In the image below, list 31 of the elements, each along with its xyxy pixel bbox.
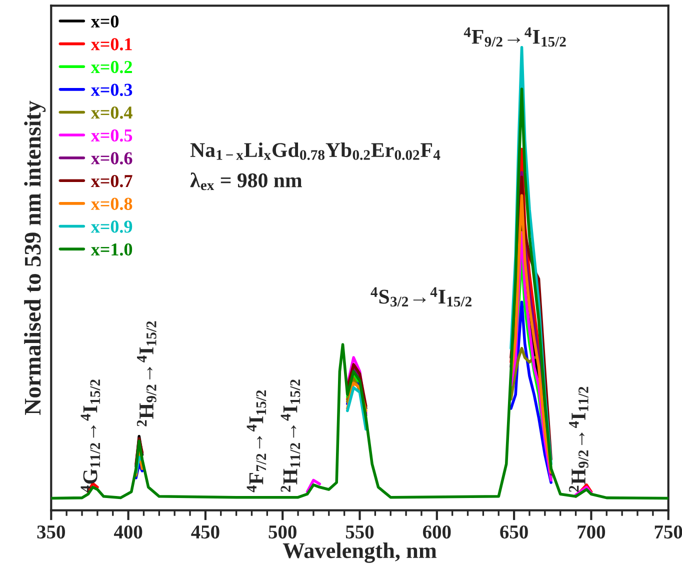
legend-label: x=0.1 [90, 38, 132, 50]
x-axis-title: Wavelength, nm [282, 542, 437, 563]
legend-label: x=0.4 [90, 106, 132, 119]
legend-label: x=0.3 [90, 84, 132, 96]
legend-label: x=0.2 [90, 60, 132, 74]
x-tick-label: 400 [114, 525, 142, 539]
annotation: $^{4}$F$_{7/2}$→$^{4}$I$_{15/2}$ [246, 390, 266, 492]
legend-label: x=0.9 [90, 220, 132, 233]
legend-label: x=0 [90, 15, 119, 28]
x-tick-label: 600 [422, 525, 451, 539]
legend-label: x=0.6 [90, 152, 132, 164]
annotation: $^{2}$H$_{11/2}$→$^{4}$I$_{15/2}$ [280, 380, 300, 492]
legend-label: x=0.7 [90, 174, 132, 188]
x-tick-label: 500 [268, 525, 296, 539]
text: Na$_{1−x}$Li$_{x}$Gd$_{0.78}$Yb$_{0.2}$Er$_{0.02}$F$_{4}$ [190, 142, 440, 160]
x-tick-label: 750 [654, 525, 682, 539]
x-tick-label: 450 [191, 525, 220, 539]
x-tick-label: 550 [346, 525, 374, 539]
annotation: $^{2}$H$_{9/2}$→$^{4}$I$_{15/2}$ [136, 321, 156, 426]
annotation: $^{4}$F$_{9/2}$→$^{4}$I$_{15/2}$ [464, 27, 566, 47]
y-axis-title: Normalised to 539 nm intensity [24, 100, 46, 415]
annotation: $^{4}$G$_{11/2}$→$^{4}$I$_{15/2}$ [80, 380, 100, 492]
annotation: λ$_{ex}$ = 980 nm [190, 172, 302, 190]
x-tick-label: 650 [500, 525, 528, 539]
legend-label: x=1.0 [90, 243, 132, 256]
x-tick-label: 700 [578, 525, 606, 539]
annotation: $^{2}$H$_{9/2}$→$^{4}$I$_{11/2}$ [568, 386, 588, 492]
legend-label: x=0.8 [90, 198, 132, 210]
annotation: $^{4}$S$_{3/2}$→$^{4}$I$_{15/2}$ [370, 287, 472, 307]
x-tick-label: 350 [37, 525, 65, 539]
legend-label: x=0.5 [90, 129, 132, 142]
